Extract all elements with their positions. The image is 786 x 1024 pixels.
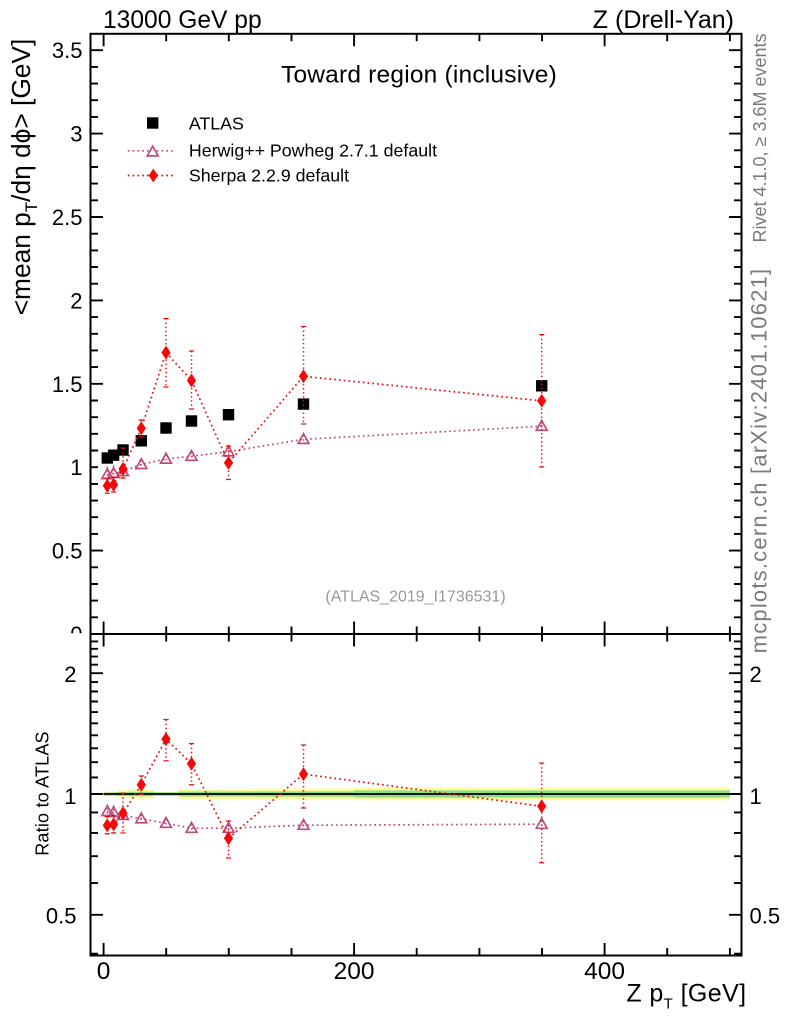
svg-text:2.5: 2.5 [52,205,83,230]
svg-text:2: 2 [750,662,762,687]
svg-text:1: 1 [70,455,82,480]
svg-text:0: 0 [70,622,82,647]
svg-text:Sherpa 2.2.9 default: Sherpa 2.2.9 default [189,166,349,186]
svg-text:Rivet 4.1.0, ≥ 3.6M events: Rivet 4.1.0, ≥ 3.6M events [750,34,770,243]
svg-text:ATLAS: ATLAS [189,113,244,133]
svg-text:Z pT [GeV]: Z pT [GeV] [626,980,746,1013]
svg-text:Z (Drell-Yan): Z (Drell-Yan) [593,6,734,34]
svg-text:Ratio to ATLAS: Ratio to ATLAS [33,731,53,856]
svg-text:Herwig++ Powheg 2.7.1 default: Herwig++ Powheg 2.7.1 default [189,141,437,161]
svg-text:1: 1 [750,784,762,809]
svg-text:0: 0 [97,958,111,985]
svg-text:<mean pT/dη dϕ> [GeV]: <mean pT/dη dϕ> [GeV] [6,39,41,316]
svg-text:3: 3 [70,122,82,147]
svg-text:13000 GeV pp: 13000 GeV pp [103,7,262,34]
svg-text:3.5: 3.5 [52,38,83,63]
svg-text:0.5: 0.5 [46,904,77,929]
svg-text:2: 2 [70,288,82,313]
svg-text:1.5: 1.5 [52,372,83,397]
svg-text:0.5: 0.5 [750,904,781,929]
svg-text:200: 200 [334,958,375,985]
svg-text:400: 400 [584,958,625,985]
svg-text:0.5: 0.5 [52,539,83,564]
svg-text:Toward region (inclusive): Toward region (inclusive) [281,62,557,89]
svg-text:mcplots.cern.ch [arXiv:2401.10: mcplots.cern.ch [arXiv:2401.10621] [747,268,772,654]
svg-text:(ATLAS_2019_I1736531): (ATLAS_2019_I1736531) [325,589,505,606]
svg-text:2: 2 [64,662,76,687]
svg-text:1: 1 [64,784,76,809]
